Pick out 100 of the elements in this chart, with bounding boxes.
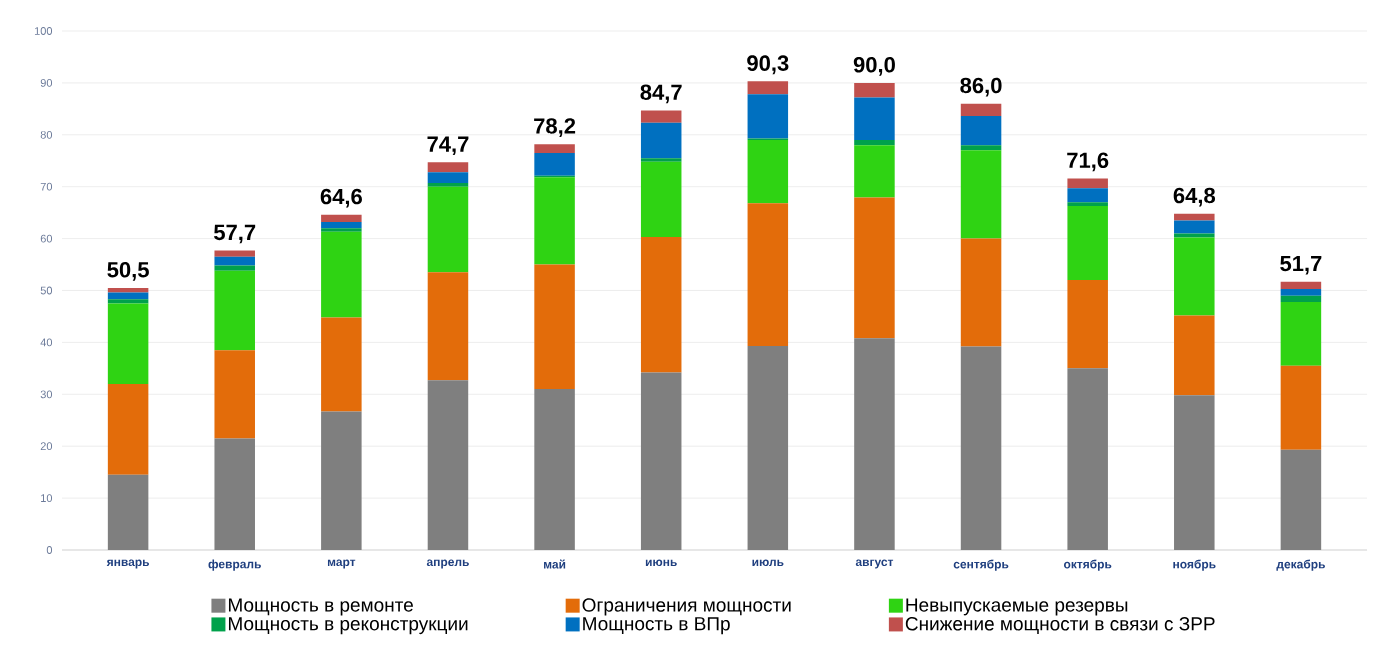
- total-label: 64,6: [320, 188, 362, 208]
- bar: [321, 411, 362, 550]
- bar: [960, 238, 1002, 347]
- bar: [107, 303, 149, 384]
- x-tick-label: май: [544, 559, 566, 569]
- bar: [107, 287, 149, 293]
- bar: [1067, 202, 1108, 206]
- x-tick-label: октябрь: [1063, 559, 1112, 571]
- bar: [427, 186, 469, 273]
- y-tick-label: 80: [40, 130, 53, 139]
- y-tick-label: 60: [40, 234, 53, 243]
- bar: [107, 383, 149, 475]
- bar: [1280, 288, 1322, 296]
- bar: [854, 338, 895, 550]
- bar: [427, 272, 469, 381]
- legend-label: Мощность в ремонте: [228, 598, 413, 616]
- bar: [747, 203, 789, 347]
- x-tick-label: декабрь: [1276, 559, 1325, 571]
- bar: [1280, 449, 1322, 550]
- total-label: 71,6: [1067, 152, 1109, 172]
- bar: [854, 197, 895, 339]
- bar: [1174, 220, 1215, 234]
- y-tick-label: 90: [40, 78, 53, 87]
- x-tick-label: сентябрь: [953, 559, 1009, 571]
- bar: [960, 103, 1002, 117]
- legend-label: Мощность в ВПр: [583, 617, 730, 635]
- bar: [214, 350, 255, 439]
- bar: [107, 474, 149, 550]
- y-tick-label: 40: [40, 338, 53, 347]
- x-tick-label: апрель: [426, 559, 469, 569]
- bar: [427, 380, 469, 550]
- bar: [427, 162, 469, 173]
- bar: [1280, 301, 1322, 366]
- bar: [427, 172, 469, 184]
- y-tick-label: 50: [40, 286, 53, 295]
- total-label: 90,0: [853, 56, 895, 76]
- bar: [640, 161, 682, 238]
- bar: [214, 250, 255, 257]
- bar: [214, 256, 255, 266]
- bar: [534, 389, 575, 550]
- bar: [640, 122, 682, 159]
- bar: [1067, 368, 1108, 550]
- bar: [214, 438, 255, 550]
- bar: [321, 228, 362, 232]
- bar: [854, 139, 895, 146]
- legend-label: Снижение мощности в связи с ЗРР: [905, 617, 1215, 635]
- bar: [1067, 280, 1108, 369]
- bar: [427, 183, 469, 187]
- bar: [1280, 295, 1322, 302]
- bar: [854, 97, 895, 140]
- bar: [321, 221, 362, 229]
- x-tick-label: июль: [752, 559, 784, 567]
- total-label: 86,0: [960, 77, 1002, 97]
- bar: [1174, 395, 1215, 550]
- bar: [1174, 237, 1215, 316]
- bar: [854, 82, 895, 98]
- bar: [854, 145, 895, 198]
- bar: [1067, 205, 1108, 281]
- bar: [534, 144, 575, 153]
- bar: [640, 158, 682, 162]
- x-tick-label: январь: [106, 559, 150, 569]
- bar: [1174, 315, 1215, 396]
- x-tick-label: март: [327, 559, 356, 569]
- bar: [747, 81, 789, 95]
- bar: [640, 110, 682, 123]
- bar: [321, 214, 362, 222]
- bar: [747, 94, 789, 139]
- bar: [321, 231, 362, 318]
- bar: [1067, 188, 1108, 203]
- legend-label: Невыпускаемые резервы: [906, 598, 1128, 616]
- bar: [1174, 213, 1215, 221]
- legend-label: Мощность в реконструкции: [228, 617, 468, 635]
- bar: [747, 139, 789, 204]
- bar: [747, 346, 789, 550]
- y-tick-label: 20: [40, 442, 53, 451]
- bar: [1280, 365, 1322, 450]
- bar: [214, 265, 255, 271]
- bar: [107, 299, 149, 304]
- bar: [534, 264, 575, 390]
- bar: [640, 372, 682, 550]
- bar: [960, 346, 1002, 550]
- bar: [321, 317, 362, 412]
- x-tick-label: август: [855, 559, 894, 569]
- y-tick-label: 70: [40, 182, 53, 191]
- x-tick-label: февраль: [208, 559, 261, 571]
- x-tick-label: июнь: [645, 559, 677, 567]
- bar: [1280, 281, 1322, 289]
- total-label: 78,2: [534, 118, 576, 137]
- total-label: 74,7: [427, 136, 469, 156]
- total-label: 51,7: [1280, 255, 1322, 275]
- bar: [960, 116, 1002, 146]
- bar: [534, 152, 575, 176]
- bar: [960, 145, 1002, 151]
- total-label: 84,7: [640, 84, 682, 104]
- total-label: 90,3: [747, 55, 789, 75]
- y-tick-label: 0: [46, 546, 53, 554]
- y-tick-label: 10: [41, 494, 53, 502]
- x-tick-label: ноябрь: [1173, 559, 1216, 571]
- legend-label: Ограничения мощности: [582, 598, 791, 616]
- y-tick-label: 100: [34, 27, 53, 35]
